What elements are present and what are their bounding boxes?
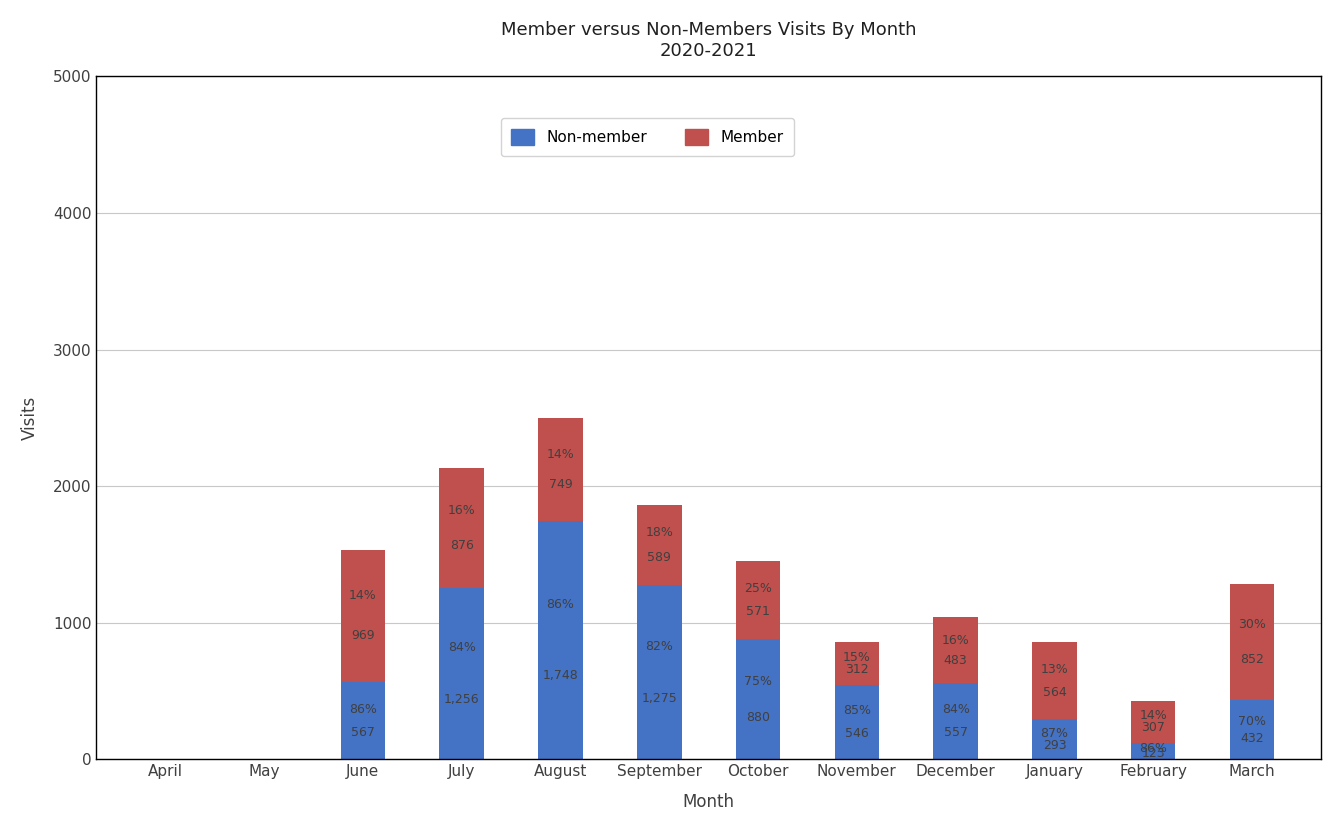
Bar	[934, 617, 978, 683]
Text: 25%: 25%	[745, 582, 772, 595]
Text: 571: 571	[746, 606, 770, 618]
Bar	[1229, 701, 1275, 760]
Y-axis label: Visits: Visits	[21, 396, 39, 440]
Bar	[439, 468, 484, 588]
Bar	[835, 642, 879, 685]
Legend: Non-member, Member: Non-member, Member	[501, 118, 794, 156]
Text: 546: 546	[845, 727, 868, 740]
Text: 86%: 86%	[349, 702, 377, 716]
Text: 852: 852	[1240, 653, 1264, 666]
Bar	[735, 639, 780, 760]
Bar	[1032, 720, 1076, 760]
Bar	[835, 685, 879, 760]
Text: 1,275: 1,275	[641, 692, 678, 705]
Text: 85%: 85%	[843, 705, 871, 717]
Text: 75%: 75%	[743, 675, 772, 688]
X-axis label: Month: Month	[683, 793, 734, 811]
Text: 14%: 14%	[546, 448, 574, 461]
Text: 307: 307	[1141, 721, 1165, 735]
Text: 30%: 30%	[1239, 618, 1266, 631]
Bar	[1131, 743, 1176, 760]
Bar	[1131, 701, 1176, 743]
Text: 564: 564	[1043, 686, 1067, 699]
Text: 876: 876	[450, 539, 474, 552]
Bar	[538, 418, 582, 521]
Text: 84%: 84%	[942, 704, 969, 716]
Text: 16%: 16%	[942, 634, 969, 647]
Bar	[735, 562, 780, 639]
Text: 432: 432	[1240, 732, 1264, 745]
Text: 557: 557	[943, 726, 968, 740]
Text: 293: 293	[1043, 739, 1067, 752]
Text: 14%: 14%	[349, 589, 377, 602]
Text: 14%: 14%	[1139, 709, 1168, 722]
Title: Member versus Non-Members Visits By Month
2020-2021: Member versus Non-Members Visits By Mont…	[501, 21, 917, 60]
Text: 84%: 84%	[448, 641, 475, 655]
Text: 123: 123	[1142, 747, 1165, 760]
Bar	[934, 683, 978, 760]
Bar	[439, 588, 484, 760]
Text: 86%: 86%	[546, 597, 574, 611]
Bar	[341, 682, 385, 760]
Text: 1,256: 1,256	[444, 693, 479, 706]
Text: 589: 589	[647, 551, 671, 563]
Text: 312: 312	[845, 663, 868, 676]
Text: 1,748: 1,748	[542, 670, 578, 682]
Text: 87%: 87%	[1040, 727, 1068, 740]
Text: 749: 749	[549, 478, 573, 492]
Text: 880: 880	[746, 711, 770, 724]
Text: 18%: 18%	[646, 527, 674, 539]
Text: 483: 483	[943, 654, 968, 666]
Text: 16%: 16%	[448, 503, 475, 517]
Bar	[341, 550, 385, 682]
Text: 13%: 13%	[1040, 663, 1068, 676]
Bar	[637, 585, 682, 760]
Text: 969: 969	[352, 629, 374, 642]
Text: 70%: 70%	[1239, 715, 1266, 727]
Text: 15%: 15%	[843, 651, 871, 664]
Bar	[637, 505, 682, 585]
Text: 567: 567	[352, 726, 374, 739]
Bar	[1032, 642, 1076, 720]
Text: 86%: 86%	[1139, 742, 1168, 755]
Bar	[1229, 584, 1275, 701]
Bar	[538, 521, 582, 760]
Text: 82%: 82%	[646, 640, 674, 653]
